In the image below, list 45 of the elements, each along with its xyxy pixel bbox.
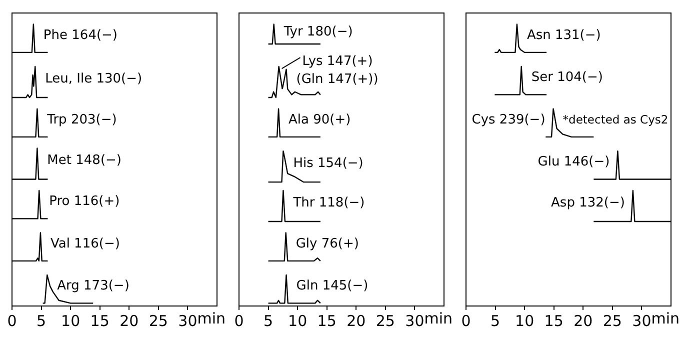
x-tick-label: 0 [234,312,244,330]
x-tick-label: 15 [317,312,336,330]
series-label: Arg 173(−) [57,278,130,294]
series-label: Trp 203(−) [46,112,117,128]
annotation: *detected as Cys2 [562,112,668,126]
x-tick-label: 25 [148,312,168,330]
x-tick-label: 15 [544,312,564,330]
series-label: Val 116(−) [50,236,120,252]
series-label: Thr 118(−) [292,195,365,210]
series-label: Cys 239(−) [472,112,546,128]
series-label: Ala 90(+) [288,112,351,128]
x-axis-title: min [651,309,680,328]
x-tick-label: 30 [632,312,652,330]
x-tick-label: 5 [490,312,500,330]
x-axis-title: min [424,309,453,328]
x-tick-label: 20 [574,312,593,330]
series-label: Phe 164(−) [43,28,118,43]
series-label: Leu, Ile 130(−) [45,71,142,86]
x-tick-label: 20 [346,312,366,330]
x-tick-label: 15 [90,312,110,330]
series-label: Pro 116(+) [49,194,120,210]
x-tick-label: 30 [178,312,198,330]
x-tick-label: 10 [288,312,308,330]
series-label: Asp 132(−) [551,195,625,210]
x-tick-label: 25 [376,312,395,330]
series-label: Gly 76(+) [296,236,359,252]
x-tick-label: 10 [515,312,534,330]
series-label: Asn 131(−) [526,28,601,43]
series-label: Glu 146(−) [538,154,610,170]
legend-label: Lys 147(+) [302,54,373,69]
x-tick-label: 0 [7,312,17,330]
x-tick-label: 5 [36,312,46,330]
x-axis-title: min [197,309,226,328]
series-label: His 154(−) [293,156,364,171]
x-tick-label: 10 [61,312,80,330]
series-label: Tyr 180(−) [282,24,353,40]
series-label: (Gln 147(+)) [296,72,378,87]
x-tick-label: 0 [461,312,471,330]
series-label: Ser 104(−) [531,70,603,86]
series-label: Met 148(−) [47,153,122,168]
series-label: Gln 145(−) [296,278,368,294]
x-tick-label: 20 [120,312,139,330]
x-tick-label: 25 [602,312,622,330]
x-tick-label: 30 [405,312,424,330]
x-tick-label: 5 [264,312,274,330]
